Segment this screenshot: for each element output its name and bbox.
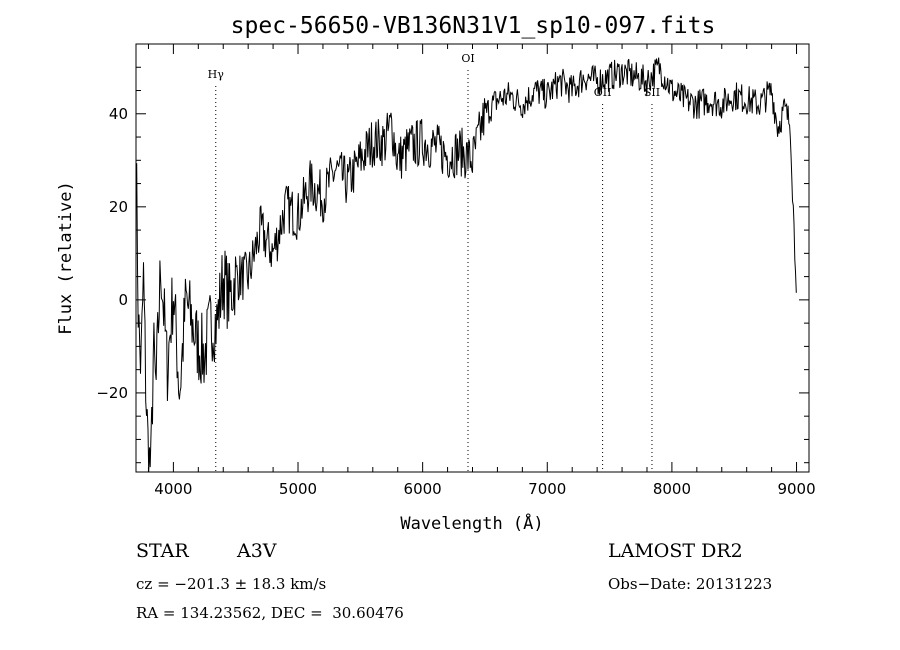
chart-title: spec-56650-VB136N31V1_sp10-097.fits [231, 13, 716, 39]
flux-series [135, 57, 797, 473]
coordinates: RA = 134.23562, DEC = 30.60476 [136, 604, 404, 622]
x-tick-label: 9000 [777, 480, 815, 498]
annotation-label: OI [461, 52, 474, 65]
x-tick-label: 5000 [279, 480, 317, 498]
x-tick-label: 8000 [653, 480, 691, 498]
y-tick-label: 40 [109, 105, 128, 123]
axis-ticks: 4000 5000 6000 7000 8000 9000 −20 0 20 40 [96, 43, 816, 498]
y-tick-label: 0 [118, 291, 128, 309]
x-tick-label: 7000 [528, 480, 566, 498]
y-tick-label: 20 [109, 198, 128, 216]
obs-date: Obs−Date: 20131223 [608, 575, 773, 593]
x-tick-label: 4000 [154, 480, 192, 498]
y-axis-label: Flux (relative) [56, 181, 76, 335]
flux-line [135, 57, 797, 473]
annotation-label: Hγ [208, 68, 225, 81]
y-tick-label: −20 [96, 384, 128, 402]
redshift-text: cz = −201.3 ± 18.3 km/s [136, 575, 327, 593]
survey-label: LAMOST DR2 [608, 540, 743, 562]
annotation-label: SII [644, 86, 660, 99]
x-tick-label: 6000 [404, 480, 442, 498]
spectral-type: A3V [237, 540, 277, 562]
x-axis-label: Wavelength (Å) [400, 512, 543, 534]
object-class: STAR [136, 540, 189, 562]
